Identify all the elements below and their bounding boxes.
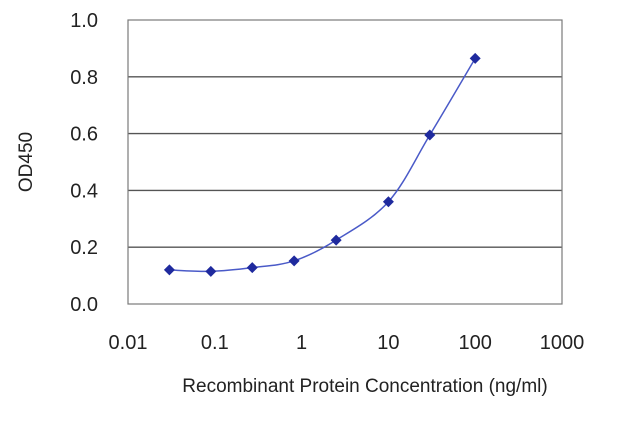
data-point <box>424 129 436 141</box>
x-tick-label: 0.01 <box>109 332 148 354</box>
data-point <box>163 264 175 276</box>
y-axis: 0.0 0.2 0.4 0.6 0.8 1.0 <box>70 10 98 316</box>
y-tick-label: 0.2 <box>70 237 98 259</box>
x-tick-label: 0.1 <box>201 332 229 354</box>
y-axis-label: OD450 <box>16 132 37 192</box>
x-tick-label: 1000 <box>540 332 585 354</box>
x-axis: 0.01 0.1 1 10 100 1000 <box>109 332 585 354</box>
series-layer <box>163 52 481 277</box>
y-tick-label: 0.4 <box>70 180 98 202</box>
data-point <box>469 52 481 64</box>
x-tick-label: 100 <box>459 332 492 354</box>
y-tick-label: 1.0 <box>70 10 98 32</box>
data-point <box>330 234 342 246</box>
y-tick-label: 0.6 <box>70 124 98 146</box>
data-point <box>246 262 258 274</box>
data-point <box>205 265 217 277</box>
plot-area <box>127 19 563 305</box>
y-tick-label: 0.0 <box>70 294 98 316</box>
x-tick-label: 1 <box>296 332 307 354</box>
data-point <box>382 196 394 208</box>
data-point <box>288 255 300 267</box>
y-tick-label: 0.8 <box>70 67 98 89</box>
gridlines <box>128 76 562 248</box>
x-axis-label: Recombinant Protein Concentration (ng/ml… <box>182 376 547 397</box>
series-line <box>169 57 476 273</box>
x-tick-label: 10 <box>377 332 399 354</box>
